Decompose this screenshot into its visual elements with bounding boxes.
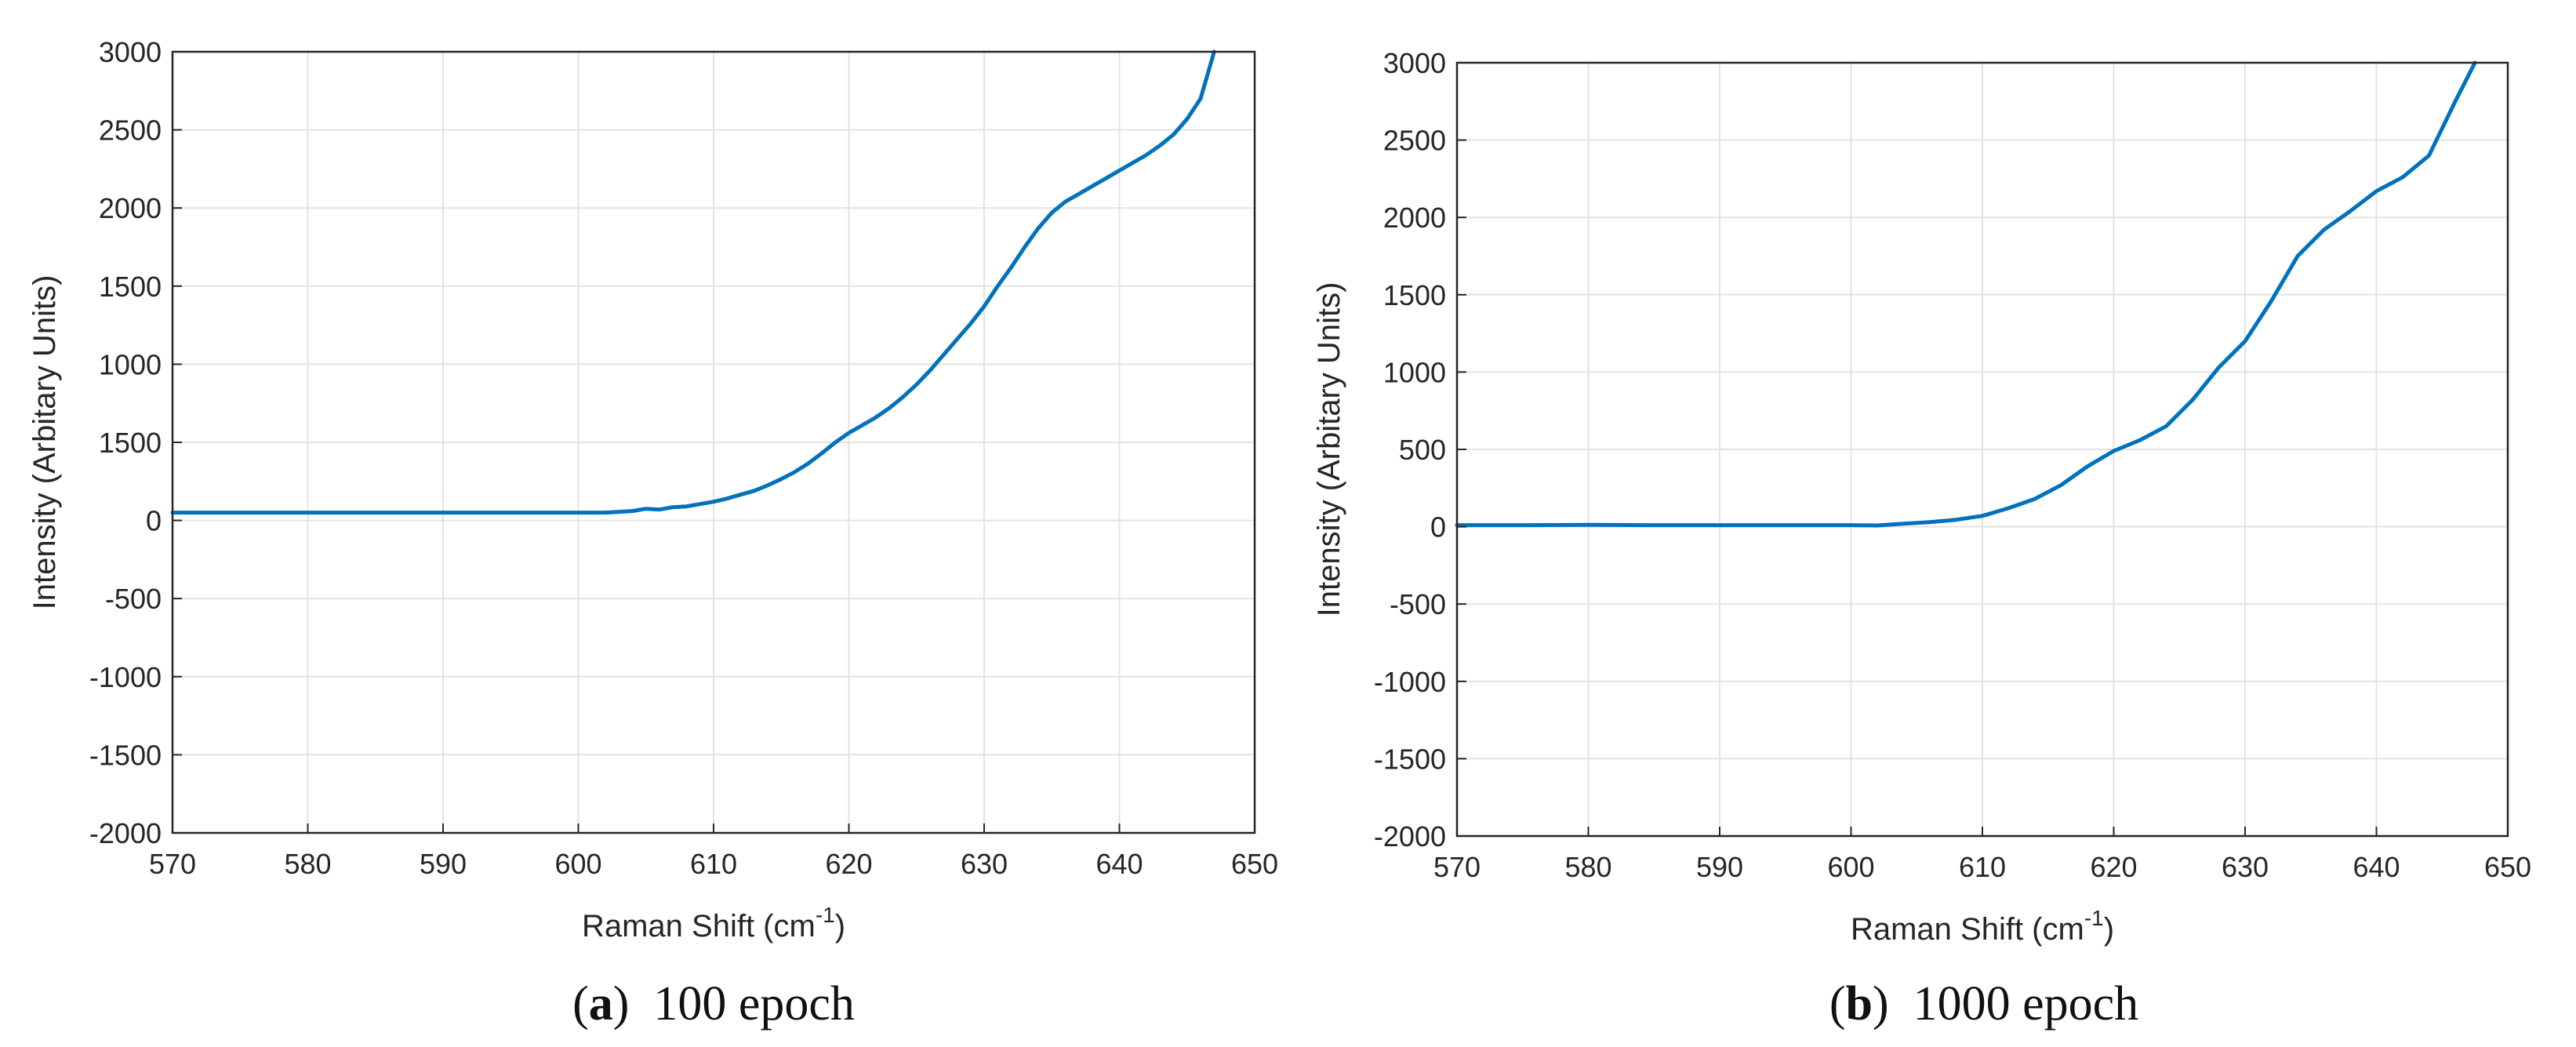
panel-caption: (a) 100 epoch: [572, 977, 855, 1031]
y-tick-label: 1500: [99, 271, 162, 303]
y-axis-label: Intensity (Arbitary Units): [1312, 282, 1346, 617]
y-tick-label: 500: [1399, 434, 1446, 466]
y-tick-label: -500: [1390, 588, 1446, 620]
y-tick-label: -1000: [89, 661, 162, 693]
x-tick-label: 640: [1095, 848, 1143, 880]
y-tick-label: -1500: [1374, 743, 1446, 775]
x-tick-label: 610: [1959, 851, 2006, 883]
y-tick-label: -2000: [1374, 820, 1446, 853]
y-tick-label: 3000: [1383, 47, 1446, 79]
x-tick-label: 650: [2484, 851, 2531, 883]
y-tick-label: -500: [105, 583, 162, 615]
y-tick-label: 2500: [99, 115, 162, 147]
y-tick-label: -2000: [89, 817, 162, 849]
y-tick-label: -1500: [89, 739, 162, 771]
y-tick-label: 1000: [1383, 356, 1446, 388]
y-tick-label: -1000: [1374, 666, 1446, 698]
x-tick-label: 620: [825, 848, 872, 880]
x-tick-label: 650: [1231, 848, 1278, 880]
x-tick-label: 600: [554, 848, 601, 880]
y-tick-label: 2000: [1383, 202, 1446, 234]
y-tick-label: 3000: [99, 36, 162, 68]
y-axis-label: Intensity (Arbitary Units): [27, 275, 62, 610]
y-tick-label: 1500: [1383, 279, 1446, 311]
y-tick-label: 1500: [99, 427, 162, 459]
x-tick-label: 630: [2222, 851, 2269, 883]
x-axis-label: Raman Shift (cm-1): [582, 903, 845, 943]
x-tick-label: 620: [2090, 851, 2137, 883]
x-axis-label: Raman Shift (cm-1): [1851, 906, 2114, 947]
x-tick-label: 590: [1696, 851, 1743, 883]
x-tick-label: 630: [961, 848, 1008, 880]
chart-panel-1: 570 580 590 600 610 620 630 640 650 -2000 -1500 -10…: [27, 36, 1278, 1031]
y-tick-label: 0: [1430, 511, 1446, 543]
x-tick-label: 610: [690, 848, 737, 880]
x-tick-label: 570: [149, 848, 196, 880]
x-tick-label: 590: [420, 848, 467, 880]
x-tick-label: 600: [1827, 851, 1874, 883]
y-tick-label: 0: [146, 505, 162, 537]
y-tick-label: 1000: [99, 348, 162, 380]
x-tick-label: 580: [284, 848, 331, 880]
x-tick-label: 640: [2353, 851, 2400, 883]
y-tick-label: 2500: [1383, 125, 1446, 157]
y-tick-label: 2000: [99, 192, 162, 224]
panel-caption: (b) 1000 epoch: [1829, 977, 2138, 1031]
x-tick-label: 570: [1433, 851, 1481, 883]
x-tick-label: 580: [1564, 851, 1611, 883]
series-line: [1455, 60, 2477, 528]
chart-panel-2: 570 580 590 600 610 620 630 640 650 -2000 -1500 -10…: [1312, 47, 2531, 1031]
series-line: [170, 49, 1216, 515]
